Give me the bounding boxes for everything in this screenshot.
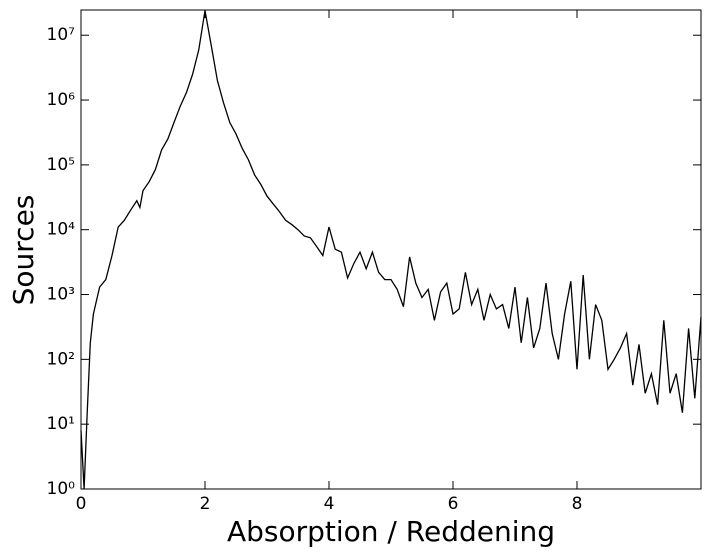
- y-tick-label: 10⁴: [47, 220, 76, 240]
- y-tick-label: 10⁰: [47, 479, 76, 499]
- y-tick-label: 10⁶: [47, 90, 76, 110]
- x-tick-label: 2: [200, 494, 211, 514]
- x-axis-label: Absorption / Reddening: [227, 515, 555, 548]
- y-tick-label: 10⁷: [47, 25, 76, 45]
- y-tick-label: 10²: [47, 349, 75, 369]
- x-tick-label: 6: [448, 494, 459, 514]
- x-tick-label: 8: [572, 494, 583, 514]
- y-axis-label: Sources: [7, 195, 40, 306]
- x-tick-label: 0: [76, 494, 87, 514]
- data-line: [80, 10, 702, 490]
- y-tick-label: 10¹: [47, 414, 75, 434]
- y-tick-label: 10⁵: [47, 155, 75, 175]
- plot-frame: [80, 9, 702, 490]
- x-tick-label: 4: [324, 494, 335, 514]
- y-tick-label: 10³: [47, 285, 75, 305]
